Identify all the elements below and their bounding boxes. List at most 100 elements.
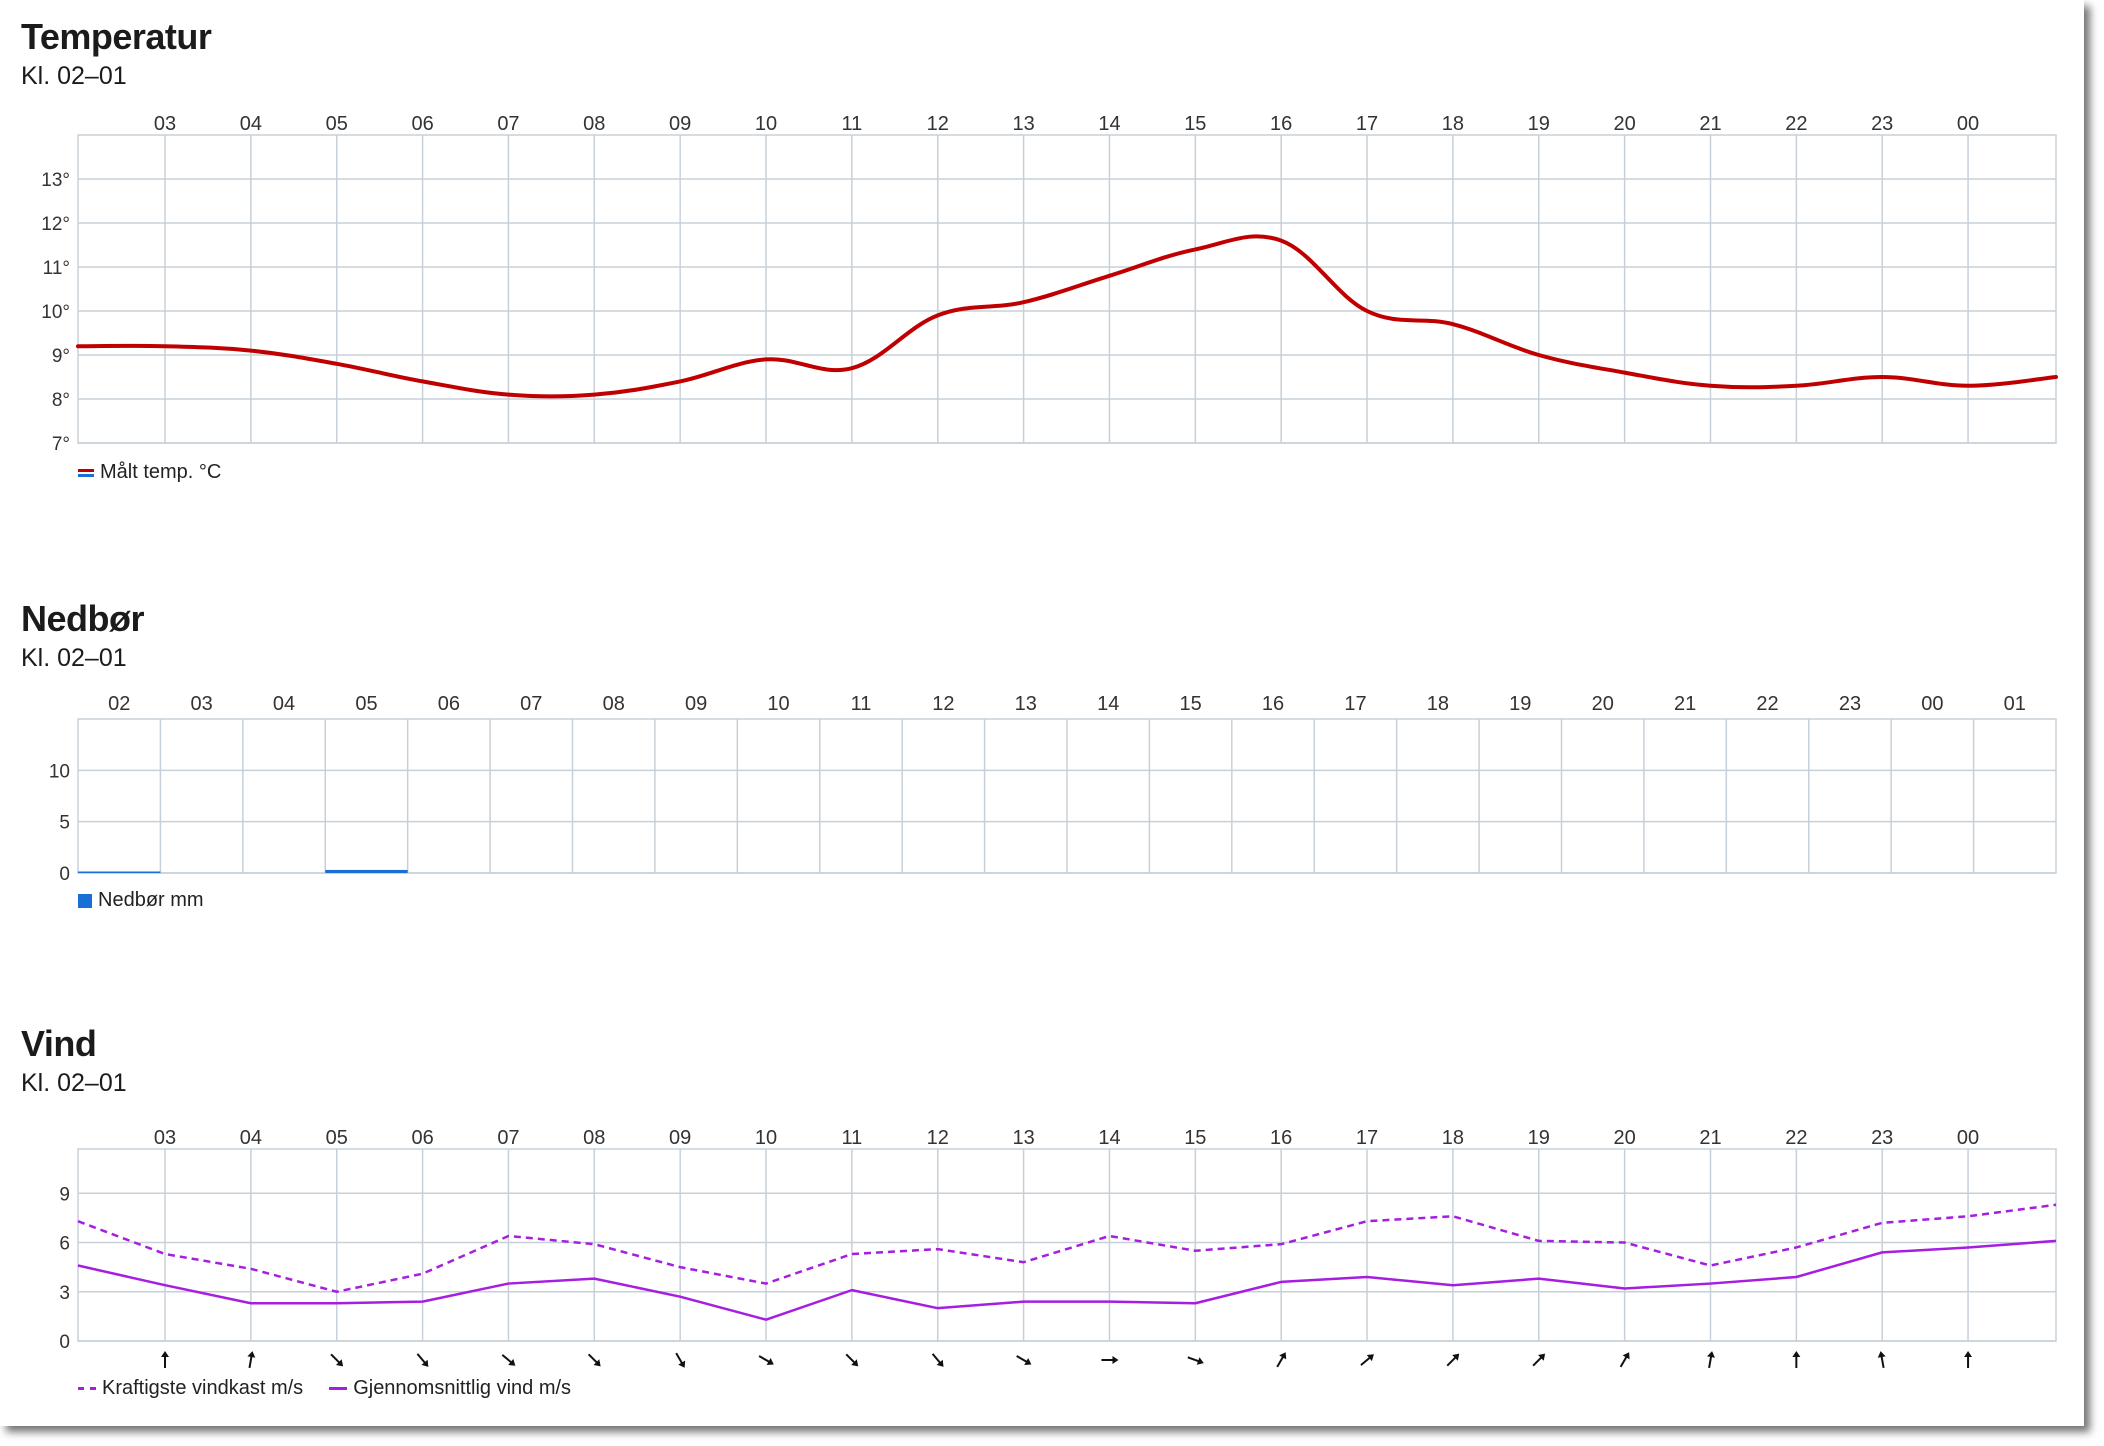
precip-ytick-label: 10 — [49, 761, 70, 782]
wind-hour-label: 07 — [497, 1127, 519, 1149]
wind-ytick-label: 9 — [59, 1184, 70, 1205]
temp-hour-label: 15 — [1184, 113, 1206, 135]
wind-direction-arrow-icon — [587, 1353, 601, 1367]
legend-label-precip: Nedbør mm — [98, 889, 204, 911]
wind-direction-arrow-icon — [416, 1353, 429, 1367]
precip-bar-swatch — [78, 893, 92, 908]
precip-hour-label: 18 — [1427, 693, 1449, 715]
wind-hour-label: 17 — [1356, 1127, 1378, 1149]
wind-direction-arrow-icon — [845, 1353, 859, 1367]
mean-line-swatch — [329, 1387, 348, 1390]
legend-item-mean[interactable]: Gjennomsnittlig vind m/s — [329, 1377, 571, 1400]
precip-hour-label: 23 — [1839, 693, 1861, 715]
wind-hour-label: 09 — [669, 1127, 691, 1149]
precipitation-legend[interactable]: Nedbør mm — [78, 889, 204, 912]
temperature-subtitle: Kl. 02–01 — [21, 62, 127, 90]
wind-direction-arrow-icon — [1707, 1351, 1715, 1369]
legend-item-gust[interactable]: Kraftigste vindkast m/s — [78, 1377, 303, 1400]
wind-hour-label: 12 — [927, 1127, 949, 1149]
wind-hour-label: 08 — [583, 1127, 605, 1149]
wind-direction-arrow-icon — [1446, 1353, 1460, 1367]
temp-hour-label: 06 — [411, 113, 433, 135]
wind-direction-arrow-icon — [501, 1354, 516, 1366]
wind-direction-arrow-icon — [330, 1353, 344, 1367]
precip-hour-label: 00 — [1921, 693, 1943, 715]
precip-hour-label: 12 — [932, 693, 954, 715]
temperature-legend[interactable]: Målt temp. °C — [78, 461, 221, 484]
wind-direction-arrow-icon — [1532, 1353, 1546, 1367]
wind-direction-arrow-icon — [1360, 1354, 1374, 1366]
temp-hour-label: 07 — [497, 113, 519, 135]
wind-ytick-label: 3 — [59, 1283, 70, 1304]
wind-hour-label: 00 — [1957, 1127, 1979, 1149]
wind-ytick-label: 6 — [59, 1234, 70, 1255]
wind-hour-label: 05 — [326, 1127, 348, 1149]
wind-hour-label: 16 — [1270, 1127, 1292, 1149]
wind-direction-arrow-icon — [1187, 1356, 1204, 1365]
gust-line-swatch — [78, 1387, 96, 1390]
wind-legend[interactable]: Kraftigste vindkast m/s Gjennomsnittlig … — [78, 1377, 571, 1400]
wind-hour-label: 14 — [1098, 1127, 1120, 1149]
temp-ytick-label: 11° — [43, 258, 70, 279]
wind-hour-label: 11 — [841, 1127, 862, 1149]
precip-hour-label: 04 — [273, 693, 295, 715]
wind-gust-line — [77, 1203, 2057, 1294]
precip-hour-label: 13 — [1015, 693, 1037, 715]
wind-mean-line — [77, 1239, 2057, 1321]
precip-hour-label: 19 — [1509, 693, 1531, 715]
temp-hour-label: 10 — [755, 113, 777, 135]
precip-hour-label: 05 — [355, 693, 377, 715]
precip-hour-label: 06 — [438, 693, 460, 715]
temp-ytick-label: 8° — [52, 390, 70, 411]
temp-hour-label: 22 — [1785, 113, 1807, 135]
temp-hour-label: 13 — [1012, 113, 1034, 135]
temp-hour-label: 21 — [1699, 113, 1721, 135]
wind-direction-arrow-icon — [675, 1352, 686, 1368]
precip-hour-label: 01 — [2004, 693, 2026, 715]
wind-direction-arrow-icon — [1016, 1355, 1032, 1365]
precip-ytick-label: 0 — [59, 864, 70, 885]
wind-hour-label: 04 — [240, 1127, 262, 1149]
legend-label-gust: Kraftigste vindkast m/s — [102, 1377, 304, 1399]
legend-label-temp: Målt temp. °C — [100, 461, 222, 483]
wind-direction-arrow-icon — [1276, 1352, 1287, 1368]
wind-hour-label: 10 — [755, 1127, 777, 1149]
temp-ytick-label: 9° — [52, 346, 70, 367]
temp-ytick-label: 13° — [41, 170, 70, 191]
precip-hour-label: 09 — [685, 693, 707, 715]
wind-direction-arrow-icon — [1619, 1352, 1630, 1368]
wind-hour-label: 21 — [1699, 1127, 1721, 1149]
wind-direction-arrow-icon — [1877, 1351, 1886, 1369]
temperature-chart[interactable]: 7° 8° 9° 10° 11° 12° 13° 03 04 05 06 07 08 09 10 11 12 13… — [0, 0, 2084, 470]
wind-direction-arrow-icon — [1964, 1351, 1973, 1368]
temperature-title: Temperatur — [21, 16, 212, 57]
temp-hour-label: 17 — [1356, 113, 1378, 135]
precip-hour-label: 03 — [191, 693, 213, 715]
legend-item-precip[interactable]: Nedbør mm — [78, 889, 204, 912]
precip-hour-label: 02 — [108, 693, 130, 715]
temp-hour-label: 18 — [1442, 113, 1464, 135]
wind-hour-label: 20 — [1613, 1127, 1635, 1149]
precip-hour-label: 14 — [1097, 693, 1119, 715]
wind-direction-arrow-icon — [758, 1355, 774, 1365]
precipitation-title: Nedbør — [21, 598, 145, 639]
wind-plot-frame — [77, 1148, 2057, 1342]
wind-direction-arrow-icon — [1101, 1356, 1119, 1364]
wind-direction-arrow-icon — [161, 1351, 169, 1368]
temp-hour-label: 23 — [1871, 113, 1893, 135]
wind-ytick-label: 0 — [59, 1332, 70, 1353]
temp-hour-label: 19 — [1528, 113, 1550, 135]
legend-item-temp[interactable]: Målt temp. °C — [78, 461, 221, 484]
precip-hour-label: 08 — [603, 693, 625, 715]
precip-bar — [78, 871, 161, 873]
legend-label-mean: Gjennomsnittlig vind m/s — [353, 1377, 572, 1399]
precip-bar — [325, 869, 408, 873]
temp-hour-label: 20 — [1613, 113, 1635, 135]
wind-subtitle: Kl. 02–01 — [21, 1069, 127, 1097]
wind-direction-arrow-icon — [247, 1351, 256, 1369]
precip-hour-label: 20 — [1592, 693, 1614, 715]
temp-line-swatch — [78, 468, 94, 478]
temp-ytick-label: 10° — [41, 302, 70, 323]
